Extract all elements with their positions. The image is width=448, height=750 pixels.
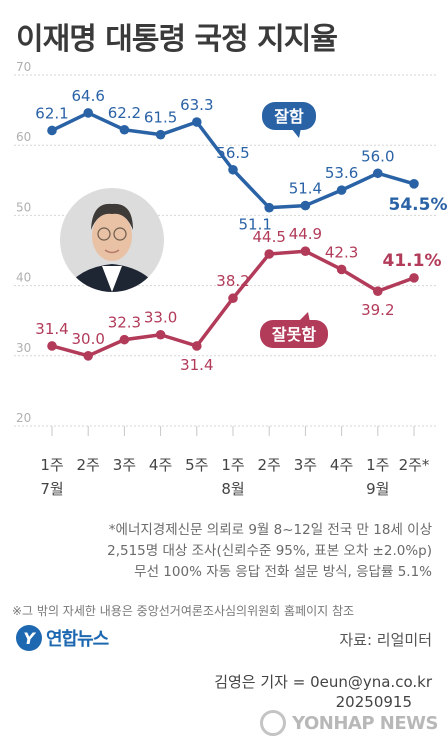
survey-note-3: 무선 100% 자동 응답 전화 설문 방식, 응답률 5.1% xyxy=(134,564,432,580)
data-label: 33.0 xyxy=(144,309,177,327)
reporter-credit: 김영은 기자 = 0eun@yna.co.kr xyxy=(214,673,432,691)
y-tick-label: 30 xyxy=(16,341,31,355)
data-point xyxy=(409,273,419,283)
smile xyxy=(104,249,120,254)
x-tick-label: 4주 xyxy=(330,456,353,474)
data-point xyxy=(336,264,347,275)
y-tick-label: 40 xyxy=(16,271,31,285)
data-point xyxy=(83,108,93,118)
data-point xyxy=(192,117,202,127)
month-label: 9월 xyxy=(366,480,389,498)
data-point xyxy=(300,246,311,257)
data-label: 30.0 xyxy=(71,330,104,348)
series-label: 잘함 xyxy=(274,107,304,126)
watermark-text: YONHAP NEWS xyxy=(292,712,438,734)
month-label: 8월 xyxy=(221,480,244,498)
y-tick-label: 70 xyxy=(16,60,31,74)
data-point xyxy=(264,202,275,213)
data-label: 38.2 xyxy=(216,272,249,290)
survey-note-1: *에너지경제신문 의뢰로 9월 8~12일 전국 만 18세 이상 xyxy=(108,522,432,538)
x-tick-label: 3주 xyxy=(113,456,136,474)
data-label: 61.5 xyxy=(144,109,177,127)
logo-icon: Y xyxy=(16,625,42,651)
shirt xyxy=(102,266,122,292)
data-label: 56.0 xyxy=(361,147,394,165)
data-point xyxy=(47,125,57,136)
data-point xyxy=(373,286,383,297)
x-tick-label: 4주 xyxy=(149,456,172,474)
data-label: 44.5 xyxy=(252,228,285,246)
y-tick-label: 20 xyxy=(16,411,31,425)
x-tick-label: 5주 xyxy=(185,456,208,474)
data-point xyxy=(47,341,57,351)
reference-note: ※그 밖의 자세한 내용은 중앙선거여론조사심의위원회 홈페이지 참조 xyxy=(12,604,355,618)
data-label: 44.9 xyxy=(289,225,322,243)
data-label: 51.4 xyxy=(289,180,322,198)
series-label: 잘못함 xyxy=(272,325,316,344)
data-label: 31.4 xyxy=(35,320,68,338)
x-tick-label: 2주 xyxy=(77,456,100,474)
y-tick-label: 60 xyxy=(16,130,31,144)
data-point xyxy=(300,200,311,211)
data-point xyxy=(83,351,93,361)
page-title: 이재명 대통령 국정 지지율 xyxy=(16,22,338,57)
bad-series-callout: 잘못함 xyxy=(260,312,328,348)
data-label: 53.6 xyxy=(325,164,358,182)
data-point xyxy=(228,293,238,304)
x-tick-label: 2주* xyxy=(399,456,430,474)
data-point xyxy=(119,334,130,345)
data-point xyxy=(264,249,275,259)
data-source: 자료: 리얼미터 xyxy=(339,631,432,649)
data-label: 62.2 xyxy=(108,104,141,122)
data-point xyxy=(409,179,419,189)
logo-text: 연합뉴스 xyxy=(46,629,109,650)
face xyxy=(92,211,132,261)
data-point xyxy=(228,164,238,175)
data-label: 39.2 xyxy=(361,301,394,319)
glasses-right xyxy=(113,227,127,241)
data-label: 31.4 xyxy=(180,356,213,374)
data-label: 62.1 xyxy=(35,104,68,122)
data-label: 56.5 xyxy=(216,144,249,162)
data-point xyxy=(155,129,166,140)
yonhap-logo: Y 연합뉴스 xyxy=(16,625,109,651)
data-point xyxy=(336,185,347,195)
data-point xyxy=(373,168,383,179)
good-series-callout: 잘함 xyxy=(262,102,316,138)
glasses-left xyxy=(97,227,111,241)
watermark-icon xyxy=(260,710,287,736)
x-tick-label: 1주 xyxy=(366,456,389,474)
data-label: 64.6 xyxy=(71,87,104,105)
data-point xyxy=(155,329,166,340)
data-point xyxy=(119,124,130,135)
publish-date: 20250915 xyxy=(335,693,412,711)
data-label: 41.1% xyxy=(383,251,442,271)
data-label: 42.3 xyxy=(325,243,358,261)
data-label: 51.1 xyxy=(238,216,271,234)
survey-note-2: 2,515명 대상 조사(신뢰수준 95%, 표본 오차 ±2.0%p) xyxy=(107,543,432,559)
data-label: 54.5% xyxy=(389,195,448,215)
x-tick-label: 2주 xyxy=(258,456,281,474)
month-label: 7월 xyxy=(40,480,63,498)
hair xyxy=(91,203,133,230)
x-tick-label: 1주 xyxy=(40,456,63,474)
x-tick-label: 1주 xyxy=(221,456,244,474)
x-tick-label: 3주 xyxy=(294,456,317,474)
portrait xyxy=(60,188,164,292)
y-tick-label: 50 xyxy=(16,200,31,214)
approval-line-chart: 20 30 40 50 60 70 62.164.662.2 61.563.3 56.5 51.… xyxy=(14,60,448,498)
data-point xyxy=(192,341,202,351)
watermark: YONHAP NEWS xyxy=(260,710,438,736)
data-label: 63.3 xyxy=(180,96,213,114)
data-label: 32.3 xyxy=(108,314,141,332)
